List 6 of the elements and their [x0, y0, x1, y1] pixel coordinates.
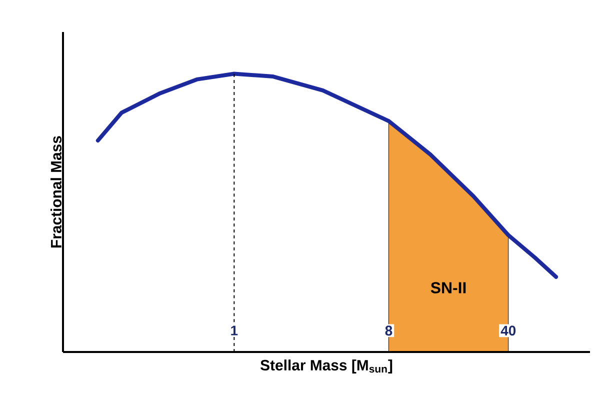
y-axis-title: Fractional Mass	[50, 136, 62, 248]
annotation: SN-II	[430, 282, 466, 294]
x-tick-label: 40	[500, 326, 516, 336]
x-tick-label: 8	[385, 326, 392, 336]
x-tick-label: 1	[231, 326, 238, 336]
x-axis-title: Stellar Mass [M$_{sun}$]	[260, 360, 392, 374]
